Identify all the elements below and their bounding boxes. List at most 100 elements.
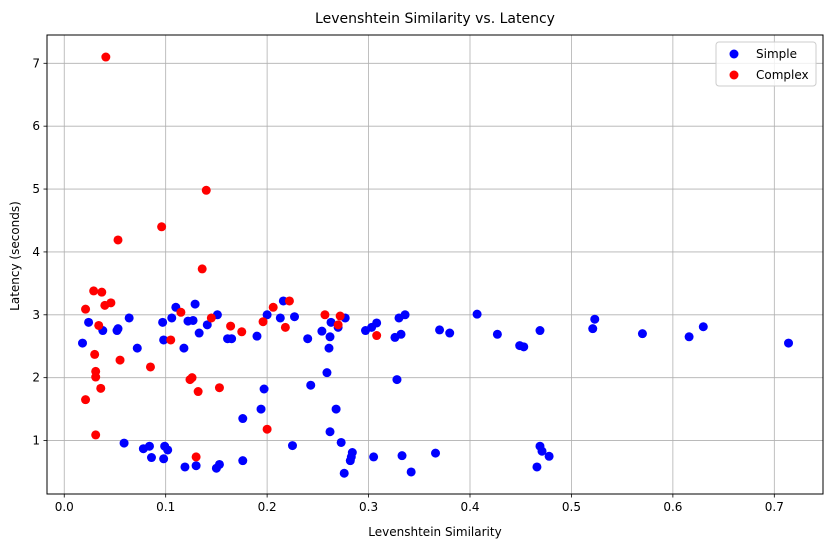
legend-label-complex: Complex [756,68,809,82]
data-point-complex [91,372,101,382]
data-point-simple [544,451,554,461]
data-point-simple [144,441,154,451]
data-point-simple [325,332,335,342]
data-point-simple [190,299,200,309]
chart-title: Levenshtein Similarity vs. Latency [315,11,555,27]
grid-lines [47,35,823,494]
data-point-simple [392,375,402,385]
data-point-simple [317,326,327,336]
data-point-complex [187,373,197,383]
data-point-complex [262,424,272,434]
x-tick-label: 0.6 [663,500,682,514]
x-tick-label: 0.5 [562,500,581,514]
data-point-complex [214,383,224,393]
data-point-simple [202,320,212,330]
data-point-simple [784,338,794,348]
data-point-simple [698,322,708,332]
y-tick-label: 4 [32,245,40,259]
data-point-complex [96,383,106,393]
data-point-simple [84,317,94,327]
data-point-simple [303,334,313,344]
legend-marker-complex [729,70,739,80]
data-point-simple [290,312,300,322]
plot-frame [46,34,824,495]
data-point-complex [284,296,294,306]
data-point-simple [519,342,529,352]
data-point-simple [256,404,266,414]
series-complex [81,52,382,462]
legend: Simple Complex [715,41,817,87]
data-point-simple [372,318,382,328]
data-point-complex [166,335,176,345]
data-point-simple [590,314,600,324]
data-point-simple [262,310,272,320]
y-tick-label: 5 [32,182,40,196]
data-point-complex [268,302,278,312]
data-point-simple [336,437,346,447]
data-point-complex [89,286,99,296]
data-point-simple [119,438,129,448]
data-point-simple [326,317,336,327]
data-point-simple [124,313,134,323]
data-point-simple [214,459,224,469]
legend-box [715,41,817,87]
data-point-simple [78,338,88,348]
series-simple [78,296,794,478]
data-point-simple [180,462,190,472]
legend-label-simple: Simple [756,47,797,61]
data-point-simple [238,414,248,424]
y-tick-label: 1 [32,434,40,448]
data-point-complex [201,185,211,195]
data-point-simple [252,331,262,341]
data-point-complex [226,321,236,331]
data-point-complex [193,387,203,397]
data-point-simple [369,452,379,462]
data-point-complex [237,327,247,337]
x-tick-label: 0.2 [258,500,277,514]
data-point-complex [97,287,107,297]
data-point-simple [227,334,237,344]
data-point-simple [159,454,169,464]
data-point-simple [535,326,545,336]
data-point-simple [325,427,335,437]
data-point-complex [101,52,111,62]
data-point-complex [81,304,91,314]
data-points [78,52,794,478]
data-point-complex [91,430,101,440]
data-point-simple [158,317,168,327]
y-tick-label: 7 [32,56,40,70]
data-point-simple [537,446,547,456]
data-point-simple [472,309,482,319]
data-point-simple [238,456,248,466]
data-point-complex [197,264,207,274]
x-tick-label: 0.7 [765,500,784,514]
data-point-complex [115,355,125,365]
data-point-simple [191,461,201,471]
data-point-simple [324,343,334,353]
data-point-simple [259,384,269,394]
data-point-simple [339,468,349,478]
data-point-complex [372,331,382,341]
data-point-simple [532,462,542,472]
data-point-complex [145,362,155,372]
x-axis-label: Levenshtein Similarity [368,525,501,539]
data-point-simple [406,467,416,477]
data-point-simple [435,325,445,335]
data-point-complex [335,311,345,321]
data-point-simple [331,404,341,414]
data-point-simple [637,329,647,339]
data-point-simple [492,329,502,339]
data-point-simple [431,448,441,458]
y-axis-label: Latency (seconds) [8,201,22,311]
data-point-complex [280,322,290,332]
y-tick-label: 3 [32,308,40,322]
data-point-simple [445,328,455,338]
data-point-complex [157,222,167,232]
data-point-simple [179,343,189,353]
y-tick-label: 2 [32,371,40,385]
data-point-simple [347,448,357,458]
data-point-complex [90,349,100,359]
x-tick-label: 0.4 [460,500,479,514]
x-tick-label: 0.3 [359,500,378,514]
